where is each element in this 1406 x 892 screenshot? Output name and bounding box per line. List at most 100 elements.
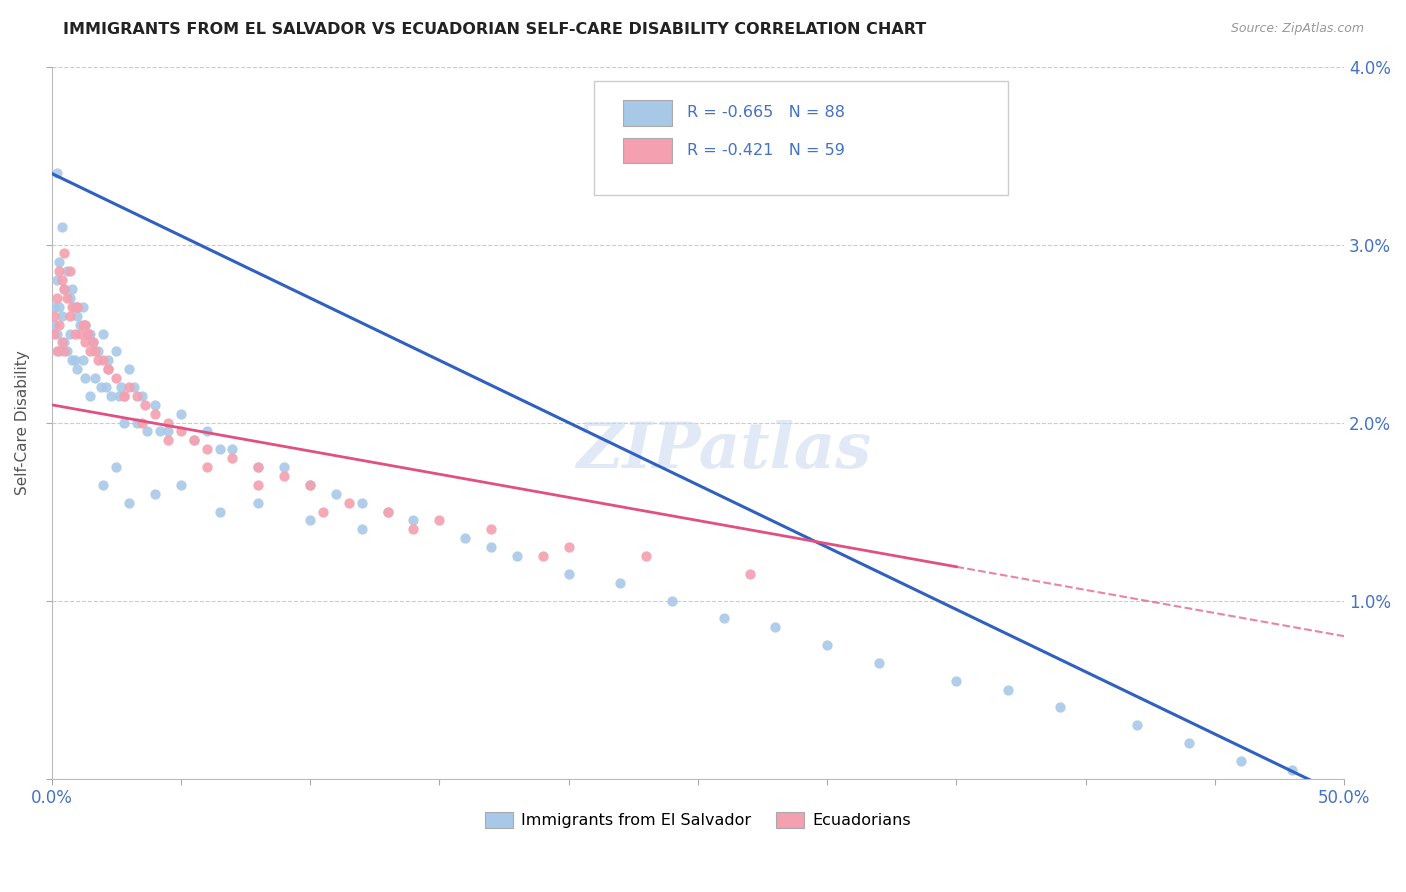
Point [48, 255, 70, 269]
Point [156, 416, 179, 430]
Bar [623, 137, 672, 163]
Point [87, 344, 110, 359]
Point [1126, 718, 1149, 732]
Point [738, 566, 761, 581]
Point [84, 344, 107, 359]
Point [377, 505, 399, 519]
Point [945, 673, 967, 688]
Point [42, 318, 65, 332]
Point [350, 522, 373, 536]
Point [53, 335, 76, 350]
Point [45, 291, 67, 305]
Point [118, 380, 141, 394]
Point [82, 335, 104, 350]
Point [66, 309, 89, 323]
Point [100, 389, 122, 403]
Point [48, 264, 70, 278]
Point [815, 638, 838, 652]
Point [48, 344, 70, 359]
Point [402, 513, 425, 527]
Point [48, 318, 70, 332]
Point [42, 309, 65, 323]
Point [60, 300, 83, 314]
Point [221, 442, 243, 457]
Point [63, 353, 86, 368]
Point [325, 487, 347, 501]
Point [557, 566, 579, 581]
Text: ZIPatlas: ZIPatlas [576, 420, 872, 482]
Point [79, 326, 101, 341]
Point [79, 389, 101, 403]
Point [118, 496, 141, 510]
Point [118, 362, 141, 376]
Point [208, 505, 231, 519]
Point [479, 540, 502, 554]
Point [48, 300, 70, 314]
Point [208, 442, 231, 457]
Point [299, 478, 322, 492]
Point [97, 353, 120, 368]
Point [51, 273, 73, 287]
Point [105, 371, 128, 385]
Point [97, 362, 120, 376]
Point [170, 407, 193, 421]
Point [59, 264, 82, 278]
Point [143, 487, 166, 501]
Point [75, 371, 97, 385]
Legend: Immigrants from El Salvador, Ecuadorians: Immigrants from El Salvador, Ecuadorians [478, 805, 917, 835]
Y-axis label: Self-Care Disability: Self-Care Disability [15, 351, 30, 495]
Point [72, 353, 94, 368]
Point [557, 540, 579, 554]
Point [53, 246, 76, 260]
Point [79, 344, 101, 359]
Point [42, 300, 65, 314]
Point [143, 398, 166, 412]
Point [69, 326, 91, 341]
Point [1049, 700, 1071, 714]
Point [51, 335, 73, 350]
Bar [623, 100, 672, 126]
Point [506, 549, 529, 563]
Point [247, 460, 270, 475]
Point [221, 451, 243, 466]
Point [377, 505, 399, 519]
Point [170, 425, 193, 439]
Point [63, 326, 86, 341]
Point [479, 522, 502, 536]
Point [195, 460, 218, 475]
Point [636, 549, 658, 563]
Point [112, 416, 135, 430]
Point [56, 264, 79, 278]
Point [90, 380, 112, 394]
Point [1281, 763, 1303, 777]
Point [997, 682, 1019, 697]
Point [53, 282, 76, 296]
Point [273, 469, 295, 483]
Point [131, 389, 153, 403]
Point [59, 326, 82, 341]
Point [60, 282, 83, 296]
Point [66, 300, 89, 314]
Point [402, 522, 425, 536]
Point [337, 496, 360, 510]
Point [134, 398, 156, 412]
Point [299, 478, 322, 492]
Point [60, 353, 83, 368]
FancyBboxPatch shape [595, 81, 1008, 194]
Text: R = -0.665   N = 88: R = -0.665 N = 88 [688, 105, 845, 120]
Point [661, 593, 683, 607]
Point [1178, 736, 1201, 750]
Point [156, 434, 179, 448]
Point [531, 549, 554, 563]
Point [125, 389, 148, 403]
Point [63, 300, 86, 314]
Point [183, 434, 205, 448]
Point [42, 326, 65, 341]
Point [91, 478, 114, 492]
Point [112, 389, 135, 403]
Point [183, 434, 205, 448]
Point [609, 575, 631, 590]
Point [454, 531, 477, 545]
Point [1229, 754, 1251, 768]
Point [51, 219, 73, 234]
